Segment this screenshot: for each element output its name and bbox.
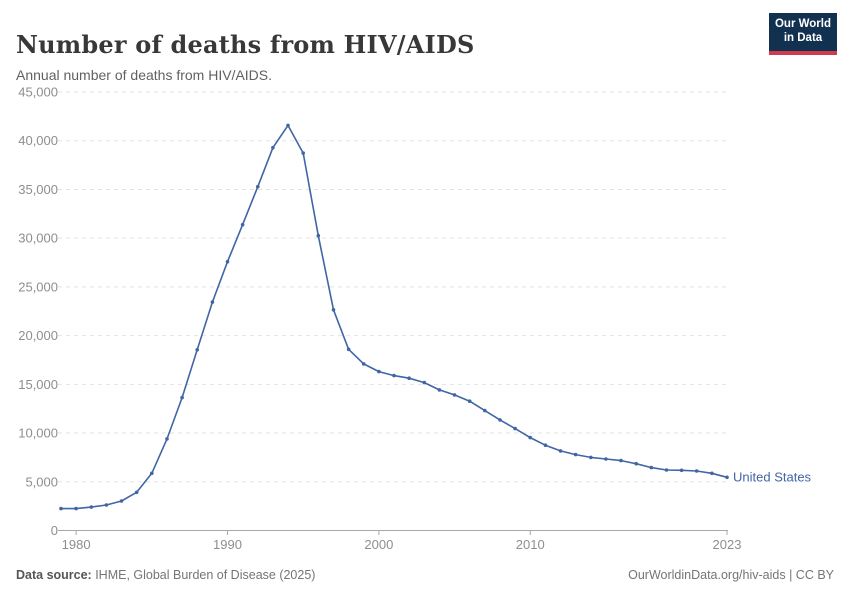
data-point[interactable] bbox=[271, 145, 275, 150]
y-axis-tick-label: 5,000 bbox=[25, 474, 58, 489]
data-point[interactable] bbox=[467, 399, 472, 404]
data-point[interactable] bbox=[301, 151, 306, 155]
data-point[interactable] bbox=[649, 465, 654, 470]
y-axis-tick-label: 45,000 bbox=[18, 85, 58, 100]
data-point[interactable] bbox=[286, 123, 290, 128]
data-point[interactable] bbox=[377, 369, 381, 374]
data-point[interactable] bbox=[725, 475, 729, 480]
data-point[interactable] bbox=[134, 490, 139, 495]
y-axis-tick-label: 0 bbox=[51, 523, 58, 538]
data-point[interactable] bbox=[619, 458, 623, 463]
data-point[interactable] bbox=[346, 347, 351, 352]
series-layer[interactable]: United States bbox=[59, 123, 812, 511]
data-point[interactable] bbox=[679, 468, 684, 473]
data-point[interactable] bbox=[331, 308, 336, 312]
axis-layer: 1980 1990 2000 2010 2023 bbox=[58, 530, 742, 552]
data-point[interactable] bbox=[664, 468, 669, 472]
data-point[interactable] bbox=[104, 503, 109, 507]
data-source-text: Data source: IHME, Global Burden of Dise… bbox=[16, 568, 315, 582]
data-point[interactable] bbox=[180, 395, 184, 400]
data-point[interactable] bbox=[694, 469, 699, 473]
data-point[interactable] bbox=[437, 388, 442, 392]
data-point[interactable] bbox=[513, 426, 517, 431]
data-point[interactable] bbox=[165, 437, 169, 441]
y-axis-tick-label: 30,000 bbox=[18, 231, 58, 246]
owid-logo-line2: in Data bbox=[783, 32, 823, 44]
data-point[interactable] bbox=[407, 376, 411, 381]
entity-label[interactable]: United States bbox=[733, 469, 812, 484]
series-line[interactable] bbox=[61, 124, 728, 510]
data-point[interactable] bbox=[543, 443, 548, 448]
data-point[interactable] bbox=[255, 184, 260, 189]
data-point[interactable] bbox=[452, 393, 457, 397]
data-point[interactable] bbox=[150, 471, 154, 476]
data-point[interactable] bbox=[604, 457, 608, 461]
y-axis-tick-label: 10,000 bbox=[18, 426, 58, 441]
data-point[interactable] bbox=[422, 380, 427, 385]
x-axis-tick-label: 2010 bbox=[516, 537, 545, 552]
data-point[interactable] bbox=[316, 233, 321, 238]
x-axis-tick-label: 2000 bbox=[364, 537, 393, 552]
data-point[interactable] bbox=[558, 449, 563, 453]
data-point[interactable] bbox=[361, 362, 366, 366]
y-axis-tick-label: 15,000 bbox=[18, 377, 58, 392]
data-point[interactable] bbox=[634, 461, 638, 466]
data-point[interactable] bbox=[589, 455, 593, 460]
data-point[interactable] bbox=[573, 452, 578, 457]
data-source-value: IHME, Global Burden of Disease (2025) bbox=[91, 568, 316, 582]
data-point[interactable] bbox=[195, 348, 199, 352]
data-point[interactable] bbox=[210, 300, 215, 304]
data-point[interactable] bbox=[119, 499, 124, 503]
x-axis-tick-label: 1990 bbox=[213, 537, 242, 552]
data-point[interactable] bbox=[74, 506, 78, 511]
y-axis-tick-label: 35,000 bbox=[18, 182, 58, 197]
chart-footer: Data source: IHME, Global Burden of Dise… bbox=[16, 568, 834, 582]
y-axis-tick-label: 40,000 bbox=[18, 133, 58, 148]
data-point[interactable] bbox=[89, 505, 94, 509]
data-point[interactable] bbox=[483, 408, 487, 413]
data-point[interactable] bbox=[59, 506, 63, 511]
data-point[interactable] bbox=[240, 222, 245, 227]
data-point[interactable] bbox=[498, 418, 502, 422]
data-point[interactable] bbox=[392, 373, 396, 378]
x-axis-tick-label: 1980 bbox=[62, 537, 91, 552]
owid-logo[interactable]: Our World in Data bbox=[769, 13, 837, 55]
y-axis-tick-label: 20,000 bbox=[18, 328, 58, 343]
data-point[interactable] bbox=[528, 435, 532, 440]
chart-subtitle: Annual number of deaths from HIV/AIDS. bbox=[16, 67, 273, 83]
page-title: Number of deaths from HIV/AIDS bbox=[16, 30, 475, 60]
owid-logo-line1: Our World bbox=[774, 18, 831, 31]
x-axis-tick-label: 2023 bbox=[713, 537, 742, 552]
license-link[interactable]: OurWorldinData.org/hiv-aids | CC BY bbox=[628, 568, 834, 582]
y-axis-tick-label: 25,000 bbox=[18, 279, 58, 294]
gridlines-layer: 0 5,000 10,000 15,000 20,000 25,000 30,000 35,0… bbox=[18, 85, 728, 538]
data-source-label: Data source: bbox=[16, 568, 92, 582]
chart-canvas: 0 5,000 10,000 15,000 20,000 25,000 30,000 35,0… bbox=[18, 85, 812, 552]
data-point[interactable] bbox=[225, 259, 230, 264]
data-point[interactable] bbox=[710, 471, 714, 476]
